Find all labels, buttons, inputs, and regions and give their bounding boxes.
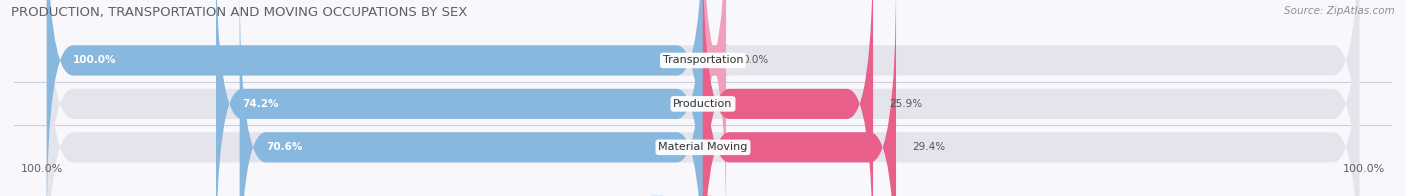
Text: 70.6%: 70.6%	[266, 142, 302, 152]
Text: 100.0%: 100.0%	[73, 55, 117, 65]
Text: 100.0%: 100.0%	[1343, 164, 1385, 174]
Text: 100.0%: 100.0%	[21, 164, 63, 174]
Text: 29.4%: 29.4%	[912, 142, 945, 152]
FancyBboxPatch shape	[46, 0, 1360, 196]
FancyBboxPatch shape	[703, 0, 896, 196]
FancyBboxPatch shape	[46, 0, 703, 196]
Text: PRODUCTION, TRANSPORTATION AND MOVING OCCUPATIONS BY SEX: PRODUCTION, TRANSPORTATION AND MOVING OC…	[11, 6, 468, 19]
Text: Source: ZipAtlas.com: Source: ZipAtlas.com	[1284, 6, 1395, 16]
FancyBboxPatch shape	[700, 0, 730, 196]
FancyBboxPatch shape	[46, 0, 1360, 196]
Text: Production: Production	[673, 99, 733, 109]
Legend: Male, Female: Male, Female	[647, 191, 759, 196]
Text: 74.2%: 74.2%	[242, 99, 278, 109]
FancyBboxPatch shape	[46, 0, 1360, 196]
FancyBboxPatch shape	[239, 0, 703, 196]
FancyBboxPatch shape	[217, 0, 703, 196]
Text: 25.9%: 25.9%	[890, 99, 922, 109]
Text: Transportation: Transportation	[662, 55, 744, 65]
Text: Material Moving: Material Moving	[658, 142, 748, 152]
FancyBboxPatch shape	[703, 0, 873, 196]
Text: 0.0%: 0.0%	[742, 55, 769, 65]
